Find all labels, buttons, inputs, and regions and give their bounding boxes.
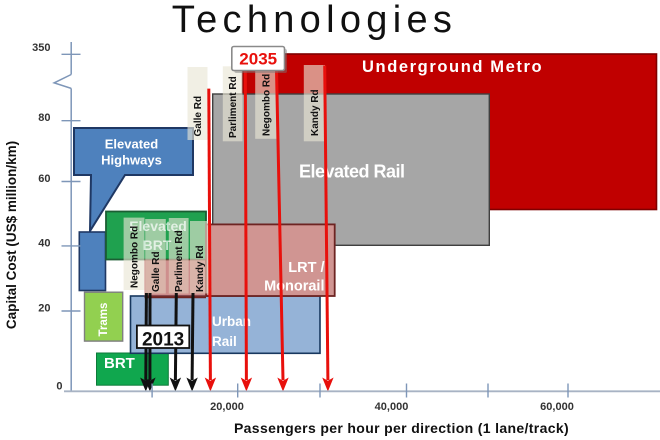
svg-text:Galle Rd: Galle Rd [193,96,204,137]
svg-text:Monorail: Monorail [264,279,324,295]
svg-text:Highways: Highways [101,153,162,168]
svg-text:2013: 2013 [142,330,184,351]
svg-text:2035: 2035 [239,50,277,69]
svg-text:Galle Rd: Galle Rd [151,251,162,292]
svg-text:Urban: Urban [212,314,251,329]
svg-text:60: 60 [38,173,50,185]
svg-text:Parliment Rd: Parliment Rd [174,230,185,292]
svg-text:BRT: BRT [143,237,172,253]
svg-text:Rail: Rail [212,334,237,349]
svg-text:Elevated Rail: Elevated Rail [299,162,405,182]
svg-text:Negombo Rd: Negombo Rd [261,74,272,136]
svg-text:60,000: 60,000 [540,401,574,413]
svg-text:Kandy Rd: Kandy Rd [195,245,206,292]
svg-text:Elevated: Elevated [105,137,159,152]
svg-text:20: 20 [38,303,50,315]
svg-text:40: 40 [38,238,50,250]
svg-text:20,000: 20,000 [210,401,244,413]
svg-text:350: 350 [32,42,50,54]
svg-text:80: 80 [38,112,50,124]
svg-text:40,000: 40,000 [375,401,409,413]
svg-text:Elevated: Elevated [129,218,187,234]
svg-text:Negombo Rd: Negombo Rd [130,226,141,288]
svg-text:Trams: Trams [98,303,110,337]
svg-text:LRT /: LRT / [288,260,324,276]
svg-text:Parliment Rd: Parliment Rd [228,76,239,138]
svg-text:Capital Cost (US$ million/km): Capital Cost (US$ million/km) [4,141,19,329]
svg-text:Kandy Rd: Kandy Rd [310,89,321,136]
svg-text:0: 0 [56,381,62,393]
svg-text:Passengers per hour per direct: Passengers per hour per direction (1 lan… [234,420,569,436]
svg-text:Underground Metro: Underground Metro [362,58,543,76]
svg-text:BRT: BRT [104,355,135,372]
svg-text:Technologies: Technologies [172,0,457,41]
